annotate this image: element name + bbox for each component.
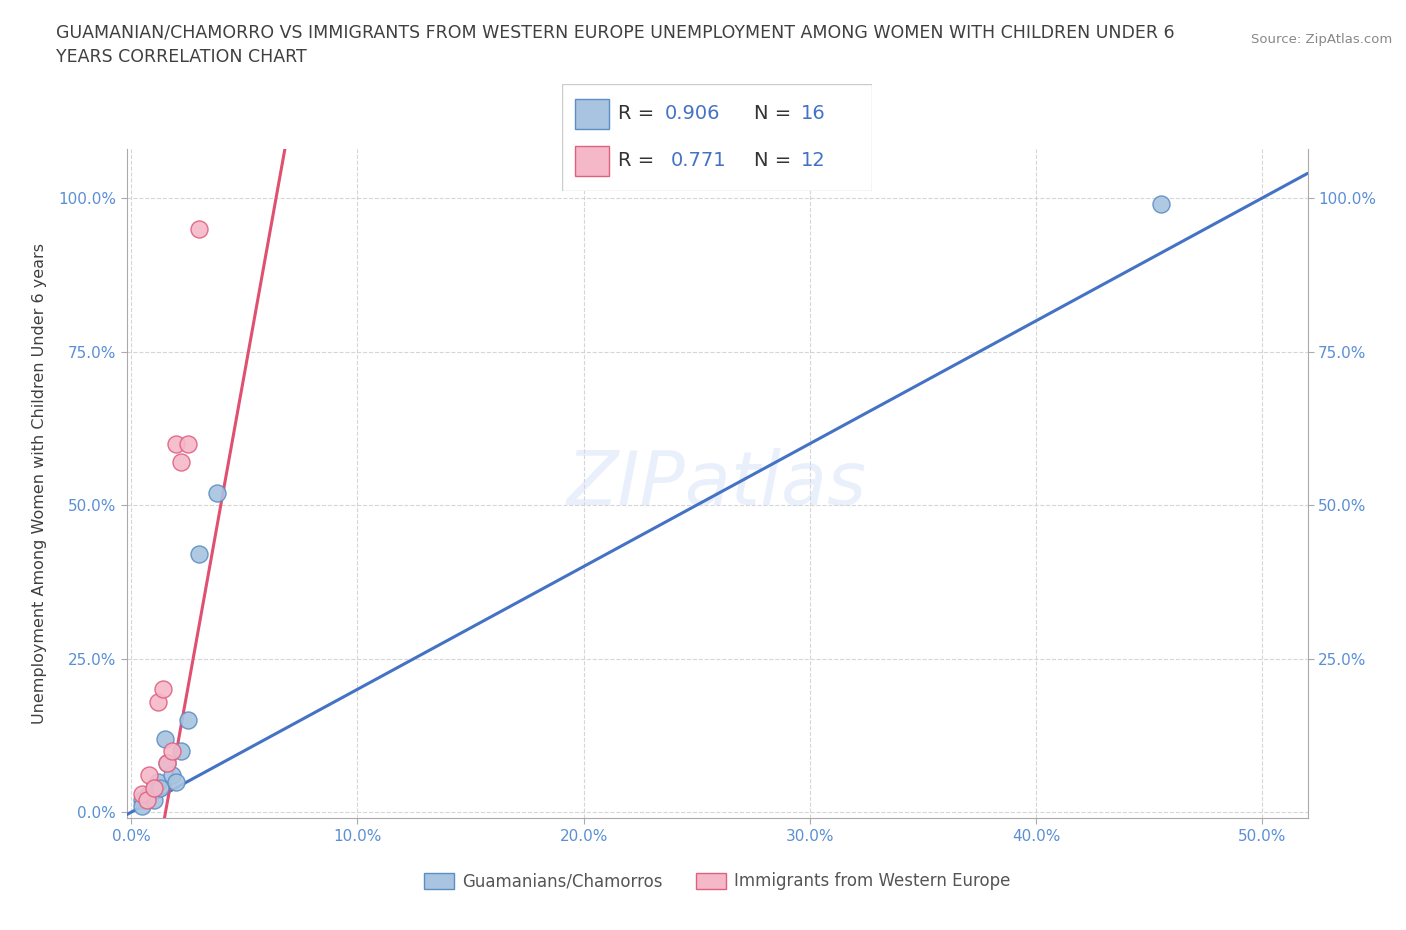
Point bbox=[170, 743, 193, 758]
Text: YEARS CORRELATION CHART: YEARS CORRELATION CHART bbox=[56, 48, 307, 66]
Text: ZIPatlas: ZIPatlas bbox=[567, 447, 868, 520]
Point bbox=[187, 221, 209, 236]
Text: N =: N = bbox=[754, 104, 797, 123]
Text: 12: 12 bbox=[800, 152, 825, 170]
Text: 16: 16 bbox=[800, 104, 825, 123]
Point bbox=[156, 756, 179, 771]
Point bbox=[153, 731, 176, 746]
Point bbox=[138, 787, 160, 802]
Bar bbox=[575, 99, 609, 128]
Point bbox=[156, 756, 179, 771]
Y-axis label: Unemployment Among Women with Children Under 6 years: Unemployment Among Women with Children U… bbox=[32, 243, 46, 724]
Text: R =: R = bbox=[619, 104, 661, 123]
Point bbox=[142, 780, 165, 795]
Bar bbox=[575, 146, 609, 176]
Text: 0.906: 0.906 bbox=[665, 104, 720, 123]
Point bbox=[160, 743, 183, 758]
Point bbox=[149, 780, 172, 795]
Point bbox=[148, 774, 170, 789]
Legend: Guamanians/Chamorros, Immigrants from Western Europe: Guamanians/Chamorros, Immigrants from We… bbox=[418, 866, 1017, 897]
Point bbox=[131, 787, 153, 802]
Point bbox=[165, 436, 187, 451]
Point bbox=[135, 792, 157, 807]
Point bbox=[142, 780, 165, 795]
Point bbox=[187, 547, 209, 562]
Point bbox=[148, 694, 170, 709]
Point bbox=[165, 774, 187, 789]
Text: R =: R = bbox=[619, 152, 666, 170]
Point bbox=[131, 799, 153, 814]
Point bbox=[1149, 196, 1171, 211]
Point bbox=[170, 455, 193, 470]
Point bbox=[176, 712, 198, 727]
Point bbox=[131, 792, 153, 807]
Point bbox=[176, 436, 198, 451]
Text: N =: N = bbox=[754, 152, 797, 170]
Text: Source: ZipAtlas.com: Source: ZipAtlas.com bbox=[1251, 33, 1392, 46]
Point bbox=[152, 682, 174, 697]
Point bbox=[138, 768, 160, 783]
Point bbox=[160, 768, 183, 783]
Point bbox=[205, 485, 228, 500]
Text: GUAMANIAN/CHAMORRO VS IMMIGRANTS FROM WESTERN EUROPE UNEMPLOYMENT AMONG WOMEN WI: GUAMANIAN/CHAMORRO VS IMMIGRANTS FROM WE… bbox=[56, 23, 1175, 41]
Text: 0.771: 0.771 bbox=[671, 152, 727, 170]
FancyBboxPatch shape bbox=[562, 84, 872, 191]
Point bbox=[142, 792, 165, 807]
